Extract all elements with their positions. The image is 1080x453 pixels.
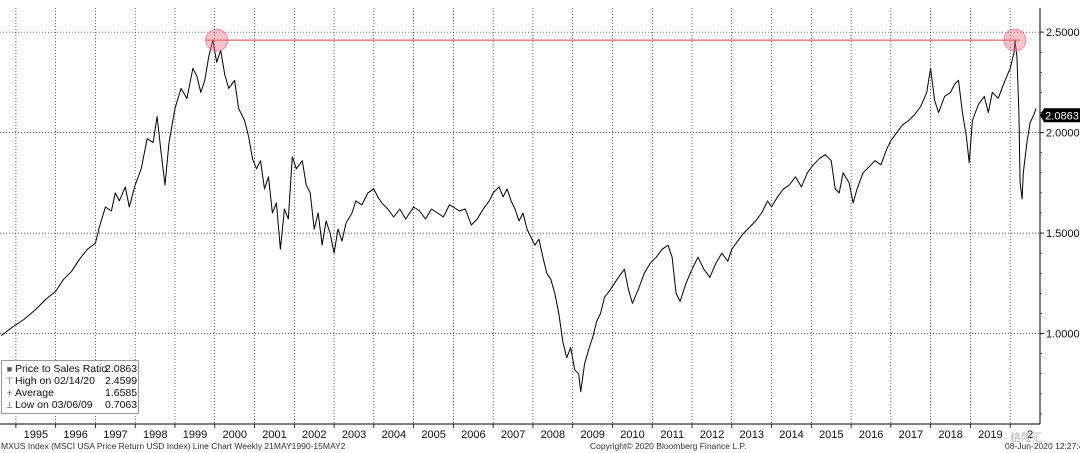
x-tick-label: 2003: [342, 429, 366, 441]
x-tick-label: 2004: [382, 429, 406, 441]
legend: ■ Price to Sales Ratio 2.0863 ⊤ High on …: [1, 360, 139, 414]
legend-label: Low on 03/06/09: [15, 399, 93, 411]
legend-label: High on 02/14/20: [15, 375, 95, 387]
legend-symbol: ■: [6, 364, 13, 374]
x-tick-label: 2008: [541, 429, 565, 441]
x-tick-label: 2: [1027, 429, 1033, 441]
x-tick-label: 2014: [779, 429, 803, 441]
x-tick-label: 2019: [978, 429, 1002, 441]
highlight-circle: [1003, 28, 1027, 52]
legend-value: 2.0863: [105, 363, 138, 375]
x-tick-label: 2006: [461, 429, 485, 441]
legend-value: 2.4599: [105, 375, 138, 387]
x-tick-label: 1998: [143, 429, 167, 441]
x-tick-label: 2005: [421, 429, 445, 441]
x-tick-label: 2001: [262, 429, 286, 441]
legend-item-average: + Average 1.6585: [2, 387, 138, 399]
x-tick-label: 2000: [223, 429, 247, 441]
last-value-label: 2.0863: [1045, 110, 1079, 122]
x-tick-label: 2015: [819, 429, 843, 441]
legend-item-low: ⊥ Low on 03/06/09 0.7063: [2, 399, 138, 411]
x-tick-label: 1999: [183, 429, 207, 441]
x-tick-label: 2016: [859, 429, 883, 441]
x-tick-label: 2002: [302, 429, 326, 441]
y-tick-label: 2.5000: [1046, 27, 1080, 39]
y-tick-label: 1.0000: [1046, 329, 1080, 341]
legend-item-high: ⊤ High on 02/14/20 2.4599: [2, 375, 138, 387]
watermark-text: 格隆汇: [1010, 432, 1043, 444]
legend-item-price-to-sales: ■ Price to Sales Ratio 2.0863: [2, 363, 138, 375]
last-value-marker: [1040, 108, 1080, 123]
x-tick-label: 2011: [660, 429, 684, 441]
legend-label: Price to Sales Ratio: [15, 363, 108, 375]
legend-value: 0.7063: [105, 399, 138, 411]
series-line-price-to-sales: [0, 39, 1037, 393]
x-tick-label: 1996: [63, 429, 87, 441]
x-tick-label: 1995: [24, 429, 48, 441]
axes: [0, 8, 1044, 428]
x-tick-label: 2017: [899, 429, 923, 441]
timestamp-text: 08-Jun-2020 12:27:40: [1005, 441, 1080, 451]
series-layer: [0, 39, 1037, 393]
chart-source-caption: MXUS Index (MSCI USA Price Return USD In…: [1, 441, 346, 451]
legend-label: Average: [15, 387, 54, 399]
highlight-circle: [205, 28, 229, 52]
grid-lines: [0, 8, 1040, 424]
x-tick-label: 2007: [501, 429, 525, 441]
x-tick-label: 2009: [580, 429, 604, 441]
y-tick-label: 2.0000: [1046, 128, 1080, 140]
highlight-circles: [205, 28, 1027, 52]
x-tick-label: 1997: [103, 429, 127, 441]
legend-symbol: +: [6, 388, 13, 398]
legend-symbol: ⊥: [5, 400, 14, 410]
x-tick-label: 2010: [620, 429, 644, 441]
legend-value: 1.6585: [105, 387, 138, 399]
legend-symbol: ⊤: [5, 376, 14, 386]
x-tick-label: 2018: [938, 429, 962, 441]
copyright-text: Copyright© 2020 Bloomberg Finance L.P.: [590, 441, 747, 451]
x-tick-label: 2012: [700, 429, 724, 441]
y-tick-label: 1.5000: [1046, 228, 1080, 240]
tick-labels: 1995 1996 1997 1998 1999 2000 2001 2002 2003 2004…: [24, 27, 1080, 441]
x-tick-label: 2013: [740, 429, 764, 441]
